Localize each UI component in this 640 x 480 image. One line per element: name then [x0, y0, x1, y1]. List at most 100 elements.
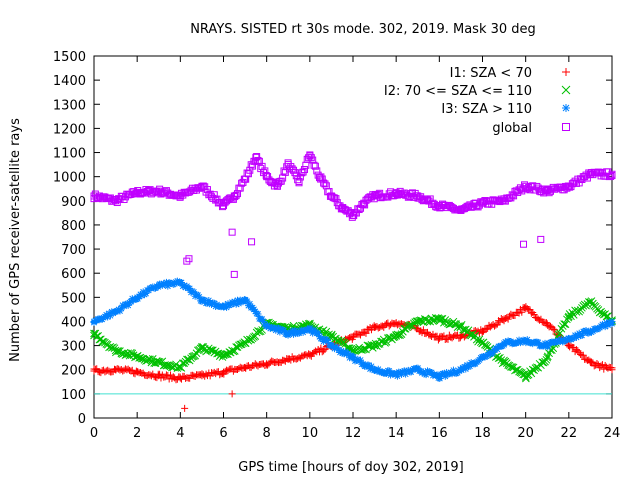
y-tick-label: 1100: [53, 147, 86, 162]
data-point-i3: [578, 331, 586, 339]
data-point-i1: [504, 315, 512, 323]
data-point-i3: [225, 301, 233, 309]
x-axis-label: GPS time [hours of doy 302, 2019]: [238, 460, 463, 475]
data-point-i3: [507, 337, 515, 345]
legend-marker: [561, 85, 571, 95]
data-point-i1: [549, 325, 557, 333]
data-point-i3: [346, 354, 354, 362]
data-point-i3: [139, 288, 147, 296]
data-point-i3: [221, 301, 229, 309]
data-point-i3: [441, 372, 449, 380]
y-tick-label: 1200: [53, 122, 86, 137]
outlier-point: [248, 238, 256, 246]
data-point-i1: [587, 358, 595, 366]
data-point-i3: [440, 370, 448, 378]
data-point-i3: [607, 319, 615, 327]
data-point-i3: [112, 307, 120, 315]
data-point-i3: [434, 374, 442, 382]
x-tick-label: 2: [133, 426, 141, 441]
data-point-i3: [206, 298, 214, 306]
data-point-i3: [135, 293, 143, 301]
data-point-i3: [500, 341, 508, 349]
outlier-point: [537, 235, 545, 243]
data-point-i1: [362, 329, 370, 337]
data-point-i3: [203, 299, 211, 307]
series-3: [90, 151, 616, 221]
data-point-i3: [367, 362, 375, 370]
data-point-i3: [393, 372, 401, 380]
data-point-i3: [357, 356, 365, 364]
data-point-i3: [102, 311, 110, 319]
outlier-point: [228, 390, 236, 398]
data-point-i1: [320, 347, 328, 355]
y-tick-label: 300: [61, 340, 86, 355]
chart-title: NRAYS. SISTED rt 30s mode. 302, 2019. Ma…: [190, 22, 536, 37]
data-point-i3: [165, 279, 173, 287]
data-point-i3: [210, 299, 218, 307]
outlier-point: [228, 228, 236, 236]
x-tick-label: 8: [263, 426, 271, 441]
data-point-i3: [179, 282, 187, 290]
data-point-i3: [458, 366, 466, 374]
data-point-global: [607, 172, 615, 180]
x-tick-label: 16: [431, 426, 448, 441]
legend-label: I3: SZA > 110: [441, 102, 532, 117]
data-point-i3: [142, 289, 150, 297]
data-point-i3: [231, 298, 239, 306]
legend-label: I1: SZA < 70: [450, 66, 532, 81]
data-point-i3: [232, 300, 240, 308]
data-point-i1: [321, 345, 329, 353]
data-point-i1: [128, 366, 136, 374]
data-point-i3: [259, 317, 267, 325]
data-point-i3: [250, 305, 258, 313]
data-point-i3: [177, 278, 185, 286]
data-point-i1: [482, 325, 490, 333]
data-point-i1: [434, 336, 442, 344]
data-point-i3: [570, 334, 578, 342]
data-point-i3: [116, 307, 124, 315]
outliers-group: [181, 228, 545, 412]
data-point-i2: [576, 306, 585, 314]
legend: I1: SZA < 70 I2: 70 <= SZA <= 110 I3: SZA …: [384, 66, 571, 136]
data-point-i2: [584, 298, 593, 306]
x-tick-label: 10: [302, 426, 319, 441]
data-point-i3: [422, 371, 430, 379]
data-point-i3: [444, 370, 452, 378]
data-point-i2: [98, 337, 107, 346]
axis-ticks: 0100200300400500600700800900100011001200…: [53, 50, 620, 441]
data-point-i3: [504, 337, 512, 345]
series-2: [90, 277, 616, 382]
outlier-point: [520, 240, 528, 248]
data-point-i3: [243, 297, 251, 305]
data-point-i2: [561, 320, 570, 329]
data-point-i2: [415, 316, 424, 325]
data-point-i3: [197, 297, 205, 305]
data-point-i3: [484, 351, 492, 359]
data-point-i3: [195, 293, 203, 301]
data-point-i3: [601, 323, 609, 331]
data-point-i3: [449, 366, 457, 374]
data-point-i3: [350, 353, 358, 361]
data-point-i3: [402, 370, 410, 378]
data-point-i3: [603, 319, 611, 327]
series-layer: [90, 151, 616, 412]
data-point-i2: [191, 351, 199, 360]
data-point-global: [311, 162, 319, 170]
data-point-i3: [343, 350, 351, 358]
data-point-global: [307, 154, 315, 162]
data-point-i3: [318, 335, 326, 343]
y-tick-label: 1500: [53, 50, 86, 65]
y-axis-label: Number of GPS receiver-satellite rays: [8, 118, 23, 362]
data-point-i1: [579, 351, 587, 359]
data-point-i3: [448, 370, 456, 378]
data-point-i3: [374, 365, 382, 373]
data-point-i3: [341, 348, 349, 356]
data-point-i3: [124, 301, 132, 309]
data-point-i3: [314, 329, 322, 337]
data-point-i3: [348, 353, 356, 361]
legend-marker: [562, 123, 570, 131]
data-point-i3: [414, 364, 422, 372]
data-point-i3: [127, 298, 135, 306]
data-point-i1: [518, 308, 526, 316]
data-point-i2: [177, 364, 186, 372]
